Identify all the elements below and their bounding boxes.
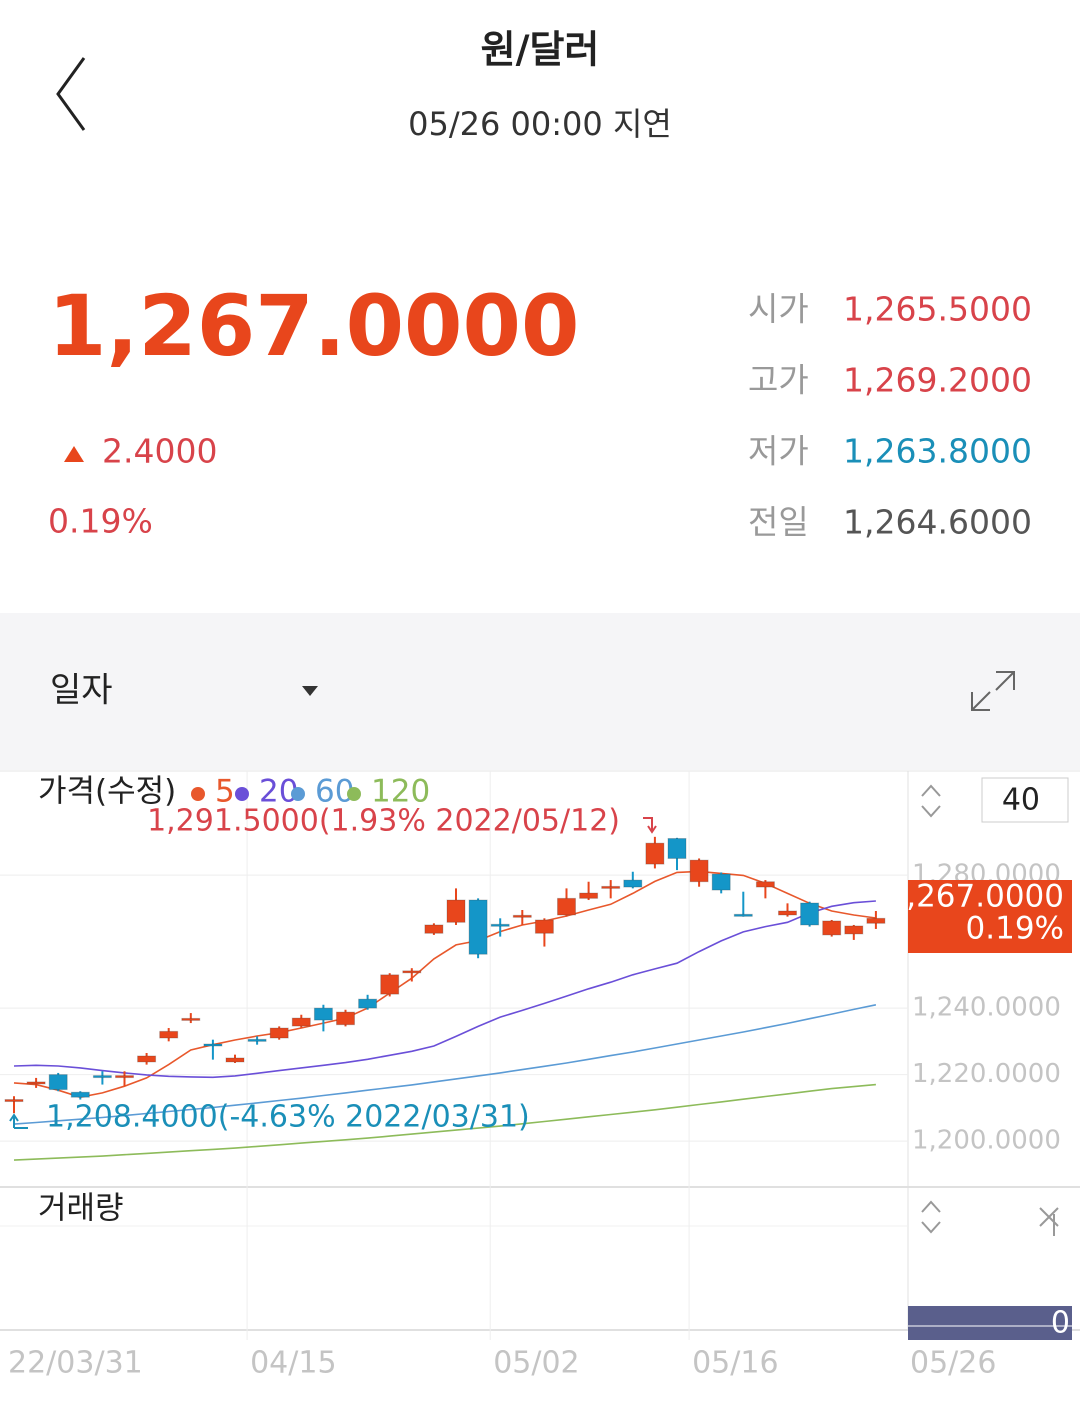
- candle-body: [512, 914, 532, 918]
- legend-dot: [191, 787, 205, 801]
- legend-dot: [291, 787, 305, 801]
- toolbar: [0, 613, 1080, 770]
- candle-body: [225, 1057, 245, 1063]
- candle-body: [866, 917, 886, 924]
- candle-body: [733, 913, 753, 917]
- candle-body: [380, 974, 400, 995]
- title: 원/달러: [481, 28, 600, 72]
- candle-body: [534, 919, 554, 934]
- stat-label: 전일: [748, 503, 809, 542]
- price: 1,267.0000: [48, 277, 579, 375]
- candle-body: [137, 1055, 157, 1063]
- stat-value: 1,265.5000: [843, 290, 1032, 329]
- chart: 1,200.00001,220.00001,240.00001,280.0000…: [0, 770, 1080, 1381]
- candle-body: [159, 1030, 179, 1039]
- stats: 시가 1,265.5000 고가 1,269.2000 저가 1,263.8000 전일 1,…: [748, 290, 1032, 542]
- candle-body: [623, 879, 643, 888]
- annotation-arrow: [643, 817, 657, 834]
- up-arrow: [64, 446, 84, 462]
- period-select[interactable]: 일자: [50, 671, 113, 711]
- ma-line: [13, 1083, 876, 1161]
- candle-body: [844, 925, 864, 935]
- y-tick-label: 1,240.0000: [912, 993, 1061, 1023]
- candle-body: [26, 1081, 46, 1085]
- candle-body: [48, 1074, 68, 1091]
- last-price-box: [908, 880, 1072, 953]
- candle-body: [557, 897, 576, 916]
- x-tick-label: 04/15: [250, 1346, 336, 1381]
- count-box[interactable]: [981, 777, 1069, 823]
- candle-body: [247, 1038, 267, 1042]
- volume-label: 0: [1051, 1306, 1070, 1341]
- change: 2.4000: [102, 432, 217, 471]
- candle-body: [579, 892, 599, 899]
- stat-value: 1,263.8000: [843, 432, 1032, 471]
- y-tick-label: 1,220.0000: [912, 1059, 1061, 1089]
- close-button[interactable]: [1039, 1207, 1059, 1236]
- candle-body: [667, 838, 687, 859]
- candle-body: [800, 902, 820, 926]
- candle-body: [291, 1017, 311, 1027]
- candle-body: [778, 910, 797, 916]
- candle-body: [645, 842, 665, 865]
- candle-body: [822, 920, 842, 936]
- x-tick-label: 05/26: [910, 1346, 996, 1381]
- candle-body: [468, 899, 488, 955]
- stat-label: 시가: [748, 290, 809, 329]
- candle-body: [336, 1011, 355, 1026]
- stat-value: 1,264.6000: [843, 503, 1032, 542]
- annotation: 1,208.4000(-4.63% 2022/03/31): [46, 1100, 530, 1135]
- ma-line: [13, 1004, 877, 1125]
- ma-line: [13, 900, 876, 1079]
- x-tick-label: 05/02: [493, 1346, 579, 1381]
- candle-body: [446, 899, 466, 923]
- candle-body: [358, 998, 378, 1009]
- candle-body: [4, 1099, 24, 1103]
- candle-body: [181, 1017, 201, 1021]
- last-change: 0.19%: [966, 911, 1064, 947]
- subtitle: 05/26 00:00 지연: [408, 105, 672, 143]
- candle-body: [115, 1075, 134, 1079]
- legend-label: 5: [215, 774, 235, 810]
- legend-dot: [347, 787, 361, 801]
- candle-body: [689, 859, 709, 883]
- x-tick-label: 22/03/31: [8, 1346, 143, 1381]
- candle-body: [424, 924, 444, 934]
- candle-body: [70, 1091, 90, 1098]
- volume-label-box: [908, 1306, 1072, 1340]
- candle-body: [203, 1043, 223, 1047]
- y-tick-label: 1,200.0000: [912, 1126, 1061, 1156]
- stat-label: 고가: [748, 361, 809, 400]
- scale-toggle[interactable]: [921, 784, 941, 818]
- annotation-arrow: [9, 1113, 28, 1129]
- x-tick-label: 05/16: [692, 1346, 778, 1381]
- last-price: ,267.0000: [906, 879, 1064, 915]
- legend-label: 120: [371, 774, 430, 810]
- candle-body: [601, 885, 621, 889]
- expand-button[interactable]: [971, 671, 1015, 711]
- back-button[interactable]: [56, 57, 86, 131]
- volume-title: 거래량: [38, 1191, 124, 1227]
- change-pct: 0.19%: [48, 502, 153, 541]
- ma-line: [13, 870, 877, 1099]
- legend-title: 가격(수정): [38, 774, 176, 810]
- candle-body: [490, 923, 510, 927]
- stat-label: 저가: [748, 432, 809, 471]
- candle-body: [269, 1027, 289, 1039]
- candle-body: [313, 1007, 333, 1021]
- candle-body: [711, 873, 731, 891]
- candle-body: [755, 881, 775, 888]
- legend-dot: [235, 787, 249, 801]
- candle-body: [402, 970, 422, 974]
- volume-scale-toggle[interactable]: [921, 1200, 941, 1234]
- count-value: 40: [1002, 783, 1040, 818]
- candle-body: [92, 1075, 112, 1079]
- stat-value: 1,269.2000: [843, 361, 1032, 400]
- annotation: 1,291.5000(1.93% 2022/05/12): [147, 804, 620, 839]
- dropdown-arrow[interactable]: [302, 686, 318, 696]
